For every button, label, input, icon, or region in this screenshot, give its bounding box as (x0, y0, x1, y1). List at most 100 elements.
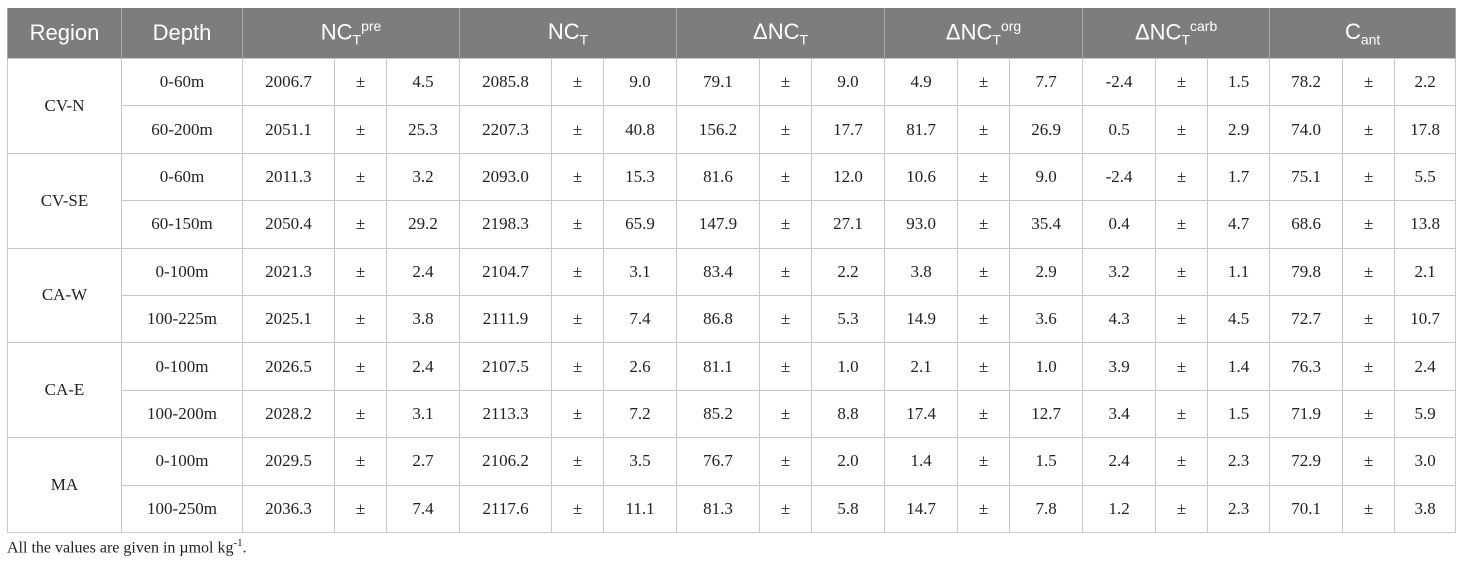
cant-value: 72.9 (1269, 437, 1344, 486)
plus-minus-sign: ± (1155, 247, 1209, 296)
plus-minus-sign: ± (551, 389, 605, 439)
cant-uncertainty: 2.2 (1394, 57, 1457, 107)
plus-minus-sign: ± (1342, 200, 1396, 249)
header-delta-nct-org: ΔNCTorg (884, 8, 1084, 59)
cant-uncertainty: 10.7 (1394, 294, 1457, 344)
nct-pre-uncertainty: 2.7 (385, 437, 461, 486)
nct-value: 2198.3 (459, 200, 553, 249)
delta-nct-uncertainty: 2.0 (811, 437, 886, 486)
delta-nct-carb-value: 0.5 (1082, 105, 1157, 154)
table-footnote: All the values are given in µmol kg-1. (7, 537, 247, 557)
plus-minus-sign: ± (759, 200, 813, 249)
delta-nct-org-uncertainty: 7.8 (1009, 484, 1084, 533)
depth-cell: 100-250m (121, 484, 243, 533)
nct-uncertainty: 11.1 (603, 484, 678, 533)
delta-nct-carb-value: 3.2 (1082, 247, 1157, 296)
plus-minus-sign: ± (551, 342, 605, 391)
depth-cell: 100-200m (121, 389, 243, 439)
plus-minus-sign: ± (1155, 484, 1209, 533)
cant-uncertainty: 5.9 (1394, 389, 1457, 439)
cant-uncertainty: 2.1 (1394, 247, 1457, 296)
depth-cell: 0-100m (121, 247, 243, 296)
table-row: 60-150m 2050.4 ±29.2 2198.3 ±65.9 147.9 ±27.1 9… (8, 200, 1457, 249)
delta-nct-carb-uncertainty: 4.7 (1207, 200, 1271, 249)
nct-pre-value: 2025.1 (242, 294, 335, 344)
plus-minus-sign: ± (759, 389, 813, 439)
nct-pre-value: 2051.1 (242, 105, 335, 154)
nct-pre-value: 2021.3 (242, 247, 335, 296)
plus-minus-sign: ± (551, 200, 605, 249)
nct-uncertainty: 3.1 (603, 247, 678, 296)
plus-minus-sign: ± (1342, 57, 1396, 107)
cant-uncertainty: 3.0 (1394, 437, 1457, 486)
table-row: 60-200m 2051.1 ±25.3 2207.3 ±40.8 156.2 ±17.7 8… (8, 105, 1457, 154)
nct-pre-uncertainty: 3.2 (385, 152, 461, 202)
cant-value: 76.3 (1269, 342, 1344, 391)
nct-uncertainty: 7.4 (603, 294, 678, 344)
delta-nct-org-value: 17.4 (884, 389, 959, 439)
plus-minus-sign: ± (957, 294, 1011, 344)
plus-minus-sign: ± (759, 437, 813, 486)
nct-uncertainty: 3.5 (603, 437, 678, 486)
delta-nct-uncertainty: 17.7 (811, 105, 886, 154)
delta-nct-value: 81.6 (676, 152, 761, 202)
nct-value: 2107.5 (459, 342, 553, 391)
plus-minus-sign: ± (759, 342, 813, 391)
plus-minus-sign: ± (334, 389, 387, 439)
cant-uncertainty: 2.4 (1394, 342, 1457, 391)
plus-minus-sign: ± (551, 152, 605, 202)
plus-minus-sign: ± (1155, 389, 1209, 439)
plus-minus-sign: ± (957, 437, 1011, 486)
header-delta-nct: ΔNCT (676, 8, 886, 59)
delta-nct-uncertainty: 8.8 (811, 389, 886, 439)
delta-nct-carb-uncertainty: 2.3 (1207, 484, 1271, 533)
plus-minus-sign: ± (759, 484, 813, 533)
plus-minus-sign: ± (1155, 105, 1209, 154)
plus-minus-sign: ± (957, 105, 1011, 154)
delta-nct-value: 86.8 (676, 294, 761, 344)
delta-nct-carb-uncertainty: 2.3 (1207, 437, 1271, 486)
nct-value: 2093.0 (459, 152, 553, 202)
depth-cell: 0-60m (121, 152, 243, 202)
nct-pre-value: 2036.3 (242, 484, 335, 533)
plus-minus-sign: ± (551, 437, 605, 486)
nct-value: 2111.9 (459, 294, 553, 344)
plus-minus-sign: ± (551, 105, 605, 154)
cant-value: 75.1 (1269, 152, 1344, 202)
table-row: CV-SE 0-60m 2011.3 ±3.2 2093.0 ±15.3 81.6 ±12.0… (7, 152, 1457, 249)
cant-value: 72.7 (1269, 294, 1344, 344)
table-row: 100-250m 2036.3 ±7.4 2117.6 ±11.1 81.3 ±5.8 14.… (8, 484, 1457, 533)
nct-pre-value: 2006.7 (242, 57, 335, 107)
nct-pre-uncertainty: 4.5 (385, 57, 461, 107)
plus-minus-sign: ± (334, 200, 387, 249)
delta-nct-org-uncertainty: 7.7 (1009, 57, 1084, 107)
plus-minus-sign: ± (1155, 57, 1209, 107)
cant-value: 79.8 (1269, 247, 1344, 296)
header-delta-nct-carb: ΔNCTcarb (1082, 8, 1271, 59)
delta-nct-org-value: 2.1 (884, 342, 959, 391)
plus-minus-sign: ± (957, 57, 1011, 107)
plus-minus-sign: ± (759, 294, 813, 344)
plus-minus-sign: ± (957, 200, 1011, 249)
delta-nct-uncertainty: 27.1 (811, 200, 886, 249)
depth-cell: 60-150m (121, 200, 243, 249)
delta-nct-value: 147.9 (676, 200, 761, 249)
table-row: CA-W 0-100m 2021.3 ±2.4 2104.7 ±3.1 83.4 ±2.2 3.… (7, 247, 1457, 344)
delta-nct-uncertainty: 12.0 (811, 152, 886, 202)
depth-cell: 100-225m (121, 294, 243, 344)
plus-minus-sign: ± (1155, 294, 1209, 344)
plus-minus-sign: ± (551, 247, 605, 296)
delta-nct-value: 76.7 (676, 437, 761, 486)
header-nct-pre: NCTpre (241, 8, 461, 59)
plus-minus-sign: ± (334, 484, 387, 533)
plus-minus-sign: ± (551, 294, 605, 344)
delta-nct-uncertainty: 9.0 (811, 57, 886, 107)
plus-minus-sign: ± (759, 247, 813, 296)
plus-minus-sign: ± (334, 247, 387, 296)
depth-cell: 0-60m (121, 57, 243, 107)
table-row: 100-200m 2028.2 ±3.1 2113.3 ±7.2 85.2 ±8.8 17.4… (8, 389, 1457, 439)
table-row: 100-225m 2025.1 ±3.8 2111.9 ±7.4 86.8 ±5.3 14.9… (8, 294, 1457, 344)
delta-nct-carb-uncertainty: 2.9 (1207, 105, 1271, 154)
cant-value: 78.2 (1269, 57, 1344, 107)
delta-nct-value: 81.1 (676, 342, 761, 391)
